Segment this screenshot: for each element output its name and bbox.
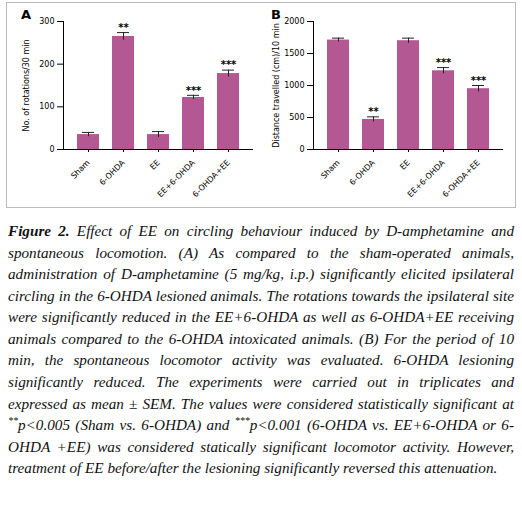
svg-text:0: 0: [299, 145, 304, 154]
svg-text:***: ***: [471, 75, 487, 86]
svg-text:Distance travelled (cm)/10 min: Distance travelled (cm)/10 min: [272, 23, 281, 147]
html-text:B: B: [271, 7, 281, 22]
svg-text:EE+6-OHDA: EE+6-OHDA: [405, 158, 447, 200]
svg-text:Sham: Sham: [319, 158, 342, 181]
svg-text:6-OHDA: 6-OHDA: [98, 158, 127, 187]
svg-text:***: ***: [221, 59, 237, 70]
svg-text:6-OHDA+EE: 6-OHDA+EE: [191, 158, 232, 199]
svg-text:**: **: [118, 22, 129, 33]
svg-text:1500: 1500: [284, 49, 304, 58]
svg-text:0: 0: [49, 145, 54, 154]
html-text:A: A: [21, 7, 32, 22]
svg-text:2000: 2000: [284, 17, 304, 26]
svg-text:1000: 1000: [284, 81, 304, 90]
svg-text:EE: EE: [148, 158, 162, 172]
svg-text:***: ***: [436, 57, 452, 68]
svg-text:500: 500: [289, 113, 304, 122]
svg-text:***: ***: [186, 85, 202, 96]
svg-text:6-OHDA+EE: 6-OHDA+EE: [441, 158, 482, 199]
svg-text:6-OHDA: 6-OHDA: [348, 158, 377, 187]
svg-text:**: **: [368, 106, 379, 117]
svg-text:EE: EE: [398, 158, 412, 172]
svg-text:100: 100: [39, 102, 54, 111]
svg-text:200: 200: [39, 60, 54, 69]
svg-text:Sham: Sham: [69, 158, 92, 181]
html-text:Figure 2. Effect of EE on circ: Figure 2. Effect of EE on circling behav…: [8, 222, 514, 412]
svg-text:No. of rotations/30 min: No. of rotations/30 min: [22, 39, 31, 131]
svg-text:300: 300: [39, 17, 54, 26]
html-text:**p<0.005 (Sham vs. 6-OHDA) an: **p<0.005 (Sham vs. 6-OHDA) and***p<0.00…: [8, 415, 514, 477]
svg-text:EE+6-OHDA: EE+6-OHDA: [155, 158, 197, 200]
